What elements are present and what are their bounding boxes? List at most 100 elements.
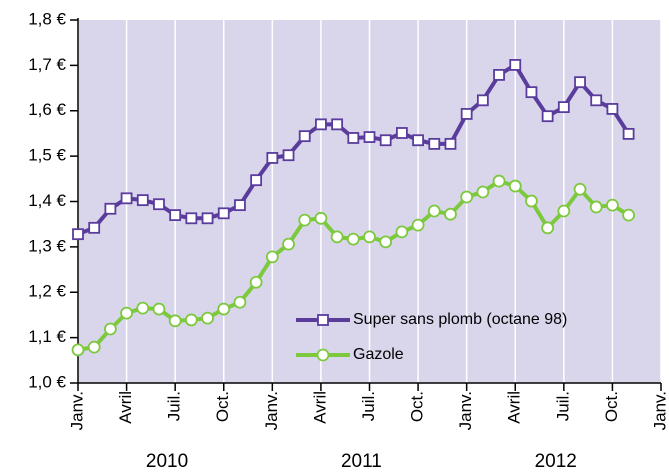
data-point xyxy=(136,194,149,207)
data-point xyxy=(427,204,441,218)
data-point xyxy=(622,127,635,140)
data-point xyxy=(185,212,198,225)
data-point xyxy=(476,94,489,107)
data-point xyxy=(557,101,570,114)
data-point xyxy=(428,137,441,150)
data-point xyxy=(541,221,555,235)
x-tick-label: Avril xyxy=(505,391,524,424)
data-point xyxy=(249,275,263,289)
year-label: 2012 xyxy=(535,451,577,472)
data-point xyxy=(525,194,538,208)
data-point xyxy=(217,207,230,220)
data-point xyxy=(201,311,214,325)
y-tick-label: 1,3 € xyxy=(28,236,66,255)
data-point xyxy=(104,202,117,215)
data-point xyxy=(363,131,376,143)
data-point xyxy=(120,306,133,320)
data-point xyxy=(314,211,328,225)
x-tick-label: Juil. xyxy=(359,391,378,421)
data-point xyxy=(153,198,165,211)
year-label: 2011 xyxy=(341,451,382,472)
x-tick-label: Juil. xyxy=(553,391,572,421)
data-point xyxy=(363,230,376,244)
x-tick-label: Janv. xyxy=(456,391,475,430)
x-tick-label: Janv. xyxy=(262,391,281,430)
y-tick-label: 1,0 € xyxy=(28,372,66,391)
data-point xyxy=(184,313,198,327)
data-point xyxy=(541,110,554,123)
legend-label: Gazole xyxy=(353,346,404,363)
x-tick-label: Janv. xyxy=(67,391,86,430)
data-point xyxy=(573,182,587,196)
y-tick-label: 1,6 € xyxy=(28,100,66,119)
data-point xyxy=(444,137,457,150)
x-tick-label: Oct. xyxy=(602,391,621,422)
data-point xyxy=(509,59,522,71)
data-point xyxy=(606,198,619,212)
data-point xyxy=(152,302,166,316)
data-point xyxy=(379,235,393,249)
data-point xyxy=(330,230,344,244)
y-tick-label: 1,7 € xyxy=(28,55,66,74)
data-point xyxy=(250,174,263,187)
data-point xyxy=(379,134,392,147)
data-point xyxy=(444,207,457,221)
data-point xyxy=(72,228,84,241)
data-point xyxy=(525,86,538,99)
data-point xyxy=(282,237,295,251)
data-point xyxy=(282,149,295,162)
x-tick-label: Avril xyxy=(116,391,135,424)
data-point xyxy=(590,94,603,107)
y-tick-label: 1,4 € xyxy=(28,191,66,210)
data-point xyxy=(589,200,603,214)
y-tick-label: 1,2 € xyxy=(28,282,66,301)
x-tick-label: Avril xyxy=(310,391,329,424)
data-point xyxy=(298,213,312,227)
data-point xyxy=(266,152,279,164)
data-point xyxy=(71,343,85,357)
data-point xyxy=(347,132,360,144)
legend-label: Super sans plomb (octane 98) xyxy=(353,311,567,328)
x-tick-label: Oct. xyxy=(408,391,427,422)
data-point xyxy=(201,212,214,225)
x-tick-label: Juil. xyxy=(165,391,184,421)
data-point xyxy=(234,199,246,212)
data-point xyxy=(87,340,101,354)
data-point xyxy=(574,76,586,89)
legend-marker xyxy=(316,348,330,362)
data-point xyxy=(169,209,182,222)
data-point xyxy=(557,204,571,218)
y-tick-label: 1,1 € xyxy=(28,327,66,346)
data-point xyxy=(331,118,344,131)
data-point xyxy=(493,69,505,81)
data-point xyxy=(606,103,619,115)
x-tick-label: Janv. xyxy=(650,391,669,430)
data-point xyxy=(217,302,231,316)
data-point xyxy=(136,301,150,315)
year-label: 2010 xyxy=(146,451,188,472)
y-tick-label: 1,8 € xyxy=(28,9,66,28)
legend-marker xyxy=(317,314,329,326)
y-tick-label: 1,5 € xyxy=(28,146,66,165)
data-point xyxy=(395,225,409,239)
data-point xyxy=(412,134,424,147)
data-point xyxy=(460,108,473,120)
data-point xyxy=(315,118,327,131)
data-point xyxy=(508,179,522,193)
x-tick-label: Oct. xyxy=(213,391,232,422)
data-point xyxy=(460,190,474,204)
data-point xyxy=(168,314,182,328)
data-point xyxy=(120,192,133,205)
data-point xyxy=(265,250,279,264)
data-point xyxy=(346,232,360,246)
data-point xyxy=(476,185,490,199)
data-point xyxy=(411,218,425,232)
data-point xyxy=(103,322,117,336)
data-point xyxy=(622,208,636,222)
data-point xyxy=(492,174,506,188)
data-point xyxy=(233,295,247,309)
data-point xyxy=(395,127,408,139)
data-point xyxy=(298,130,311,143)
data-point xyxy=(88,221,101,234)
